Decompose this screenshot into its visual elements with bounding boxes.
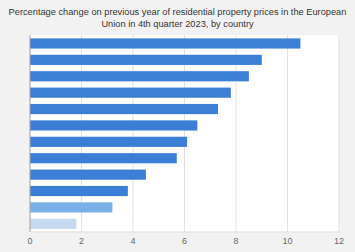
x-tick-label: 2 — [79, 236, 84, 246]
chart-svg: Percentage change on previous year of re… — [0, 0, 355, 252]
x-tick-label: 0 — [27, 236, 32, 246]
bar — [30, 202, 112, 212]
bar — [30, 120, 197, 130]
x-tick-label: 6 — [182, 236, 187, 246]
bar — [30, 55, 262, 65]
bar — [30, 219, 76, 229]
background — [0, 0, 355, 252]
x-tick-label: 12 — [334, 236, 344, 246]
bar — [30, 104, 218, 114]
y-axis-line — [30, 35, 31, 232]
x-tick-label: 4 — [130, 236, 135, 246]
plot-area — [30, 35, 339, 232]
grid-line — [30, 35, 31, 232]
bars — [30, 38, 300, 228]
bar — [30, 88, 231, 98]
grid-line — [287, 35, 288, 232]
title-line: Percentage change on previous year of re… — [9, 7, 347, 17]
bar — [30, 38, 300, 48]
bar — [30, 186, 128, 196]
bar — [30, 170, 146, 180]
x-tick-label: 10 — [282, 236, 292, 246]
grid — [30, 35, 339, 232]
chart-container: Percentage change on previous year of re… — [0, 0, 355, 252]
grid-line — [339, 35, 340, 232]
x-axis-line — [30, 232, 339, 233]
bar — [30, 137, 187, 147]
title: Percentage change on previous year of re… — [9, 7, 347, 29]
bar — [30, 71, 249, 81]
bar — [30, 153, 177, 163]
x-tick-label: 8 — [233, 236, 238, 246]
title-line: Union in 4th quarter 2023, by country — [101, 19, 254, 29]
